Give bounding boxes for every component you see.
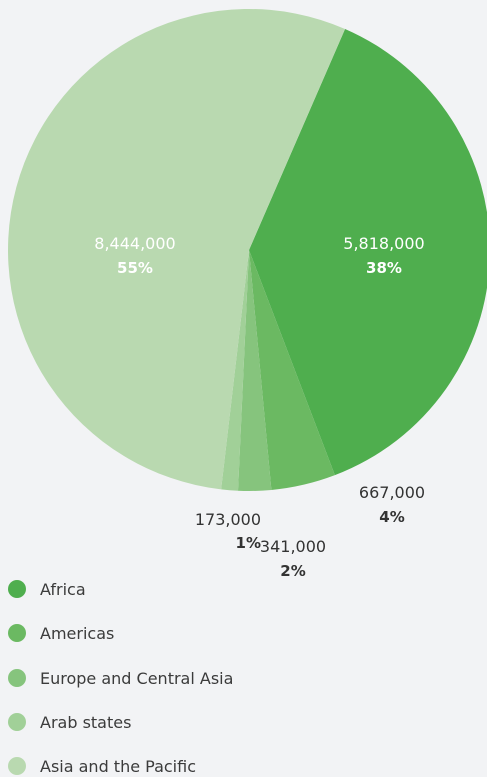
legend-item-americas: Americas	[8, 622, 114, 644]
pie-slice-asia-pacific	[8, 9, 346, 490]
legend-swatch-arab-states	[8, 713, 26, 731]
legend-swatch-americas	[8, 624, 26, 642]
legend-label-asia-pacific: Asia and the Pacific	[40, 756, 196, 776]
legend-item-europe-central-asia: Europe and Central Asia	[8, 667, 233, 689]
percent-label-arab-states: 1%	[236, 534, 261, 552]
legend-label-africa: Africa	[40, 579, 86, 599]
percent-label-europe-central-asia: 2%	[280, 562, 305, 580]
legend-item-africa: Africa	[8, 578, 86, 600]
legend-item-asia-pacific: Asia and the Pacific	[8, 755, 196, 777]
pie-slice-americas	[249, 250, 335, 490]
legend-swatch-africa	[8, 580, 26, 598]
legend-label-americas: Americas	[40, 623, 115, 643]
pie-slice-africa	[249, 28, 487, 476]
value-label-europe-central-asia: 341,000	[260, 537, 326, 556]
pie-chart	[8, 9, 487, 492]
legend-swatch-asia-pacific	[8, 757, 26, 775]
value-label-arab-states: 173,000	[195, 510, 261, 529]
legend-item-arab-states: Arab states	[8, 711, 131, 733]
percent-label-americas: 4%	[379, 508, 404, 526]
legend-label-europe-central-asia: Europe and Central Asia	[40, 668, 234, 688]
legend-label-arab-states: Arab states	[40, 712, 132, 732]
pie-slice-europe-central-asia	[238, 250, 272, 492]
legend-swatch-europe-central-asia	[8, 669, 26, 687]
pie-slice-arab-states	[221, 250, 249, 491]
